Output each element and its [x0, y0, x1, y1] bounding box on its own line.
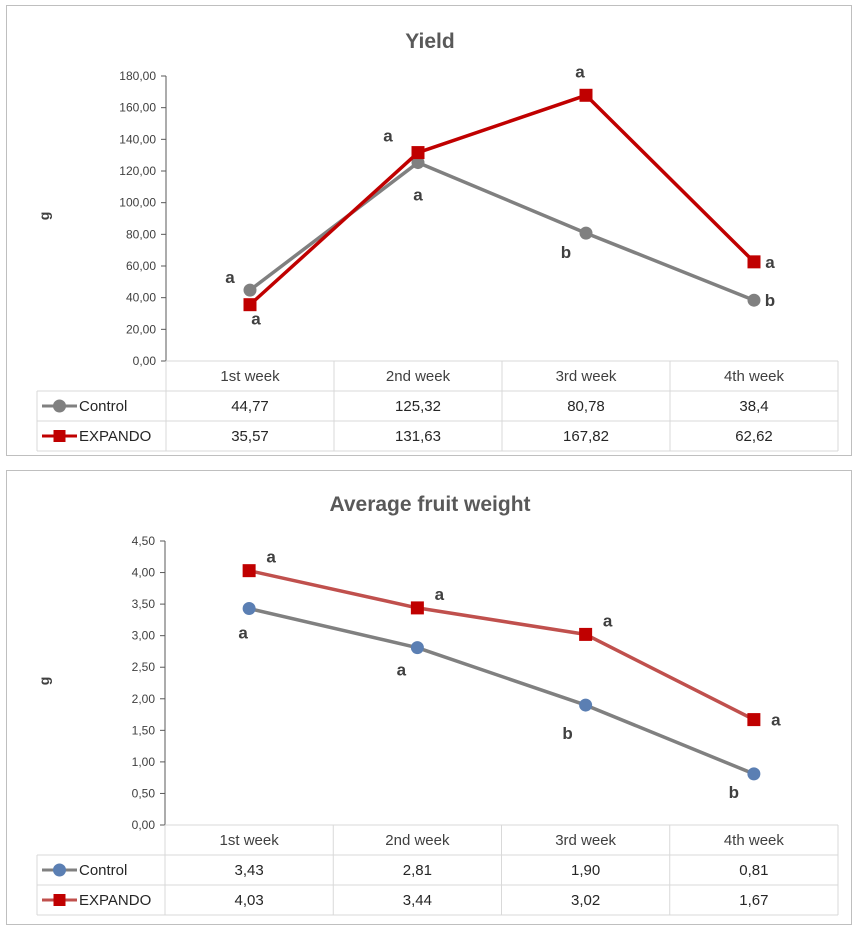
fruit-weight-chart: Average fruit weight g 0,00 0,50 1,00 1,50 2,0…	[36, 493, 839, 916]
y-axis-label: g	[36, 212, 52, 221]
series-name: Control	[79, 862, 127, 879]
y-tick-label: 3,00	[132, 629, 156, 643]
data-point	[747, 713, 761, 727]
data-point	[747, 293, 761, 307]
y-tick-label: 2,00	[132, 692, 156, 706]
table-value-cell: 4,03	[235, 892, 264, 909]
significance-letter: b	[729, 783, 739, 802]
y-tick-label: 180,00	[119, 69, 156, 83]
category-label: 1st week	[220, 832, 280, 849]
data-point	[242, 564, 256, 578]
y-tick-label: 120,00	[119, 164, 156, 178]
significance-letter: b	[765, 291, 775, 310]
series-name: EXPANDO	[79, 892, 151, 909]
y-tick-label: 0,00	[133, 354, 157, 368]
table-value-cell: 167,82	[563, 428, 609, 445]
legend-key-marker	[53, 399, 66, 413]
y-tick-label: 0,50	[132, 786, 156, 800]
significance-letter: a	[765, 253, 775, 272]
chart-title: Yield	[405, 30, 454, 53]
table-value-cell: 38,4	[739, 398, 768, 415]
y-tick-label: 80,00	[126, 227, 156, 241]
significance-letter: a	[413, 186, 423, 205]
y-tick-label: 4,50	[132, 534, 156, 548]
legend-key-marker	[53, 863, 66, 877]
significance-letter: b	[562, 724, 572, 743]
data-point	[242, 602, 256, 616]
fruit-weight-chart-panel: Average fruit weight g 0,00 0,50 1,00 1,50 2,0…	[6, 470, 852, 925]
table-value-cell: 0,81	[739, 862, 768, 879]
significance-letter: a	[575, 62, 585, 81]
significance-letter: a	[251, 310, 261, 329]
legend-key-marker	[53, 430, 66, 442]
y-tick-label: 4,00	[132, 566, 156, 580]
data-point	[243, 283, 257, 297]
table-value-cell: 3,43	[235, 862, 264, 879]
category-label: 1st week	[220, 368, 280, 385]
y-tick-label: 20,00	[126, 322, 156, 336]
table-value-cell: 1,67	[739, 892, 768, 909]
significance-letter: a	[225, 268, 235, 287]
y-tick-label: 2,50	[132, 660, 156, 674]
category-label: 3rd week	[556, 368, 617, 385]
data-point	[579, 627, 593, 641]
category-label: 2nd week	[386, 368, 451, 385]
data-point	[410, 641, 424, 655]
y-axis-label: g	[36, 677, 52, 686]
series-name: Control	[79, 398, 127, 415]
table-value-cell: 125,32	[395, 398, 441, 415]
series-name: EXPANDO	[79, 428, 151, 445]
yield-chart: Yield g 0,00 20,00 40,00 60,00 80,00 100,00 120,…	[36, 30, 839, 452]
significance-letter: b	[561, 243, 571, 262]
y-tick-label: 0,00	[132, 818, 156, 832]
y-tick-label: 140,00	[119, 132, 156, 146]
significance-letter: a	[238, 624, 248, 643]
y-tick-label: 3,50	[132, 597, 156, 611]
table-value-cell: 2,81	[403, 862, 432, 879]
y-tick-label: 100,00	[119, 196, 156, 210]
yield-chart-panel: Yield g 0,00 20,00 40,00 60,00 80,00 100,00 120,…	[6, 5, 852, 456]
category-label: 2nd week	[385, 832, 450, 849]
category-label: 4th week	[724, 368, 785, 385]
y-tick-label: 160,00	[119, 101, 156, 115]
chart-title: Average fruit weight	[329, 493, 530, 516]
data-point	[747, 255, 761, 269]
table-value-cell: 1,90	[571, 862, 600, 879]
data-point	[747, 767, 761, 781]
category-label: 4th week	[724, 832, 785, 849]
series-line	[248, 160, 755, 302]
table-value-cell: 3,44	[403, 892, 432, 909]
data-point	[579, 88, 593, 102]
table-value-cell: 3,02	[571, 892, 600, 909]
data-point	[579, 226, 593, 240]
data-point	[243, 298, 257, 312]
y-tick-label: 1,00	[132, 755, 156, 769]
data-point	[579, 698, 593, 712]
table-value-cell: 80,78	[567, 398, 605, 415]
table-value-cell: 44,77	[231, 398, 269, 415]
series-line	[248, 568, 755, 722]
table-value-cell: 62,62	[735, 428, 773, 445]
table-value-cell: 131,63	[395, 428, 441, 445]
table-value-cell: 35,57	[231, 428, 269, 445]
series-line	[248, 93, 756, 306]
data-point	[410, 601, 424, 615]
significance-letter: a	[383, 127, 393, 146]
significance-letter: a	[603, 611, 613, 630]
significance-letter: a	[771, 711, 781, 730]
y-tick-label: 1,50	[132, 723, 156, 737]
significance-letter: a	[266, 548, 276, 567]
category-label: 3rd week	[555, 832, 616, 849]
series-line	[248, 606, 755, 776]
legend-key-marker	[53, 894, 66, 906]
significance-letter: a	[435, 585, 445, 604]
data-point	[411, 146, 425, 160]
y-tick-label: 60,00	[126, 259, 156, 273]
y-tick-label: 40,00	[126, 291, 156, 305]
significance-letter: a	[397, 661, 407, 680]
